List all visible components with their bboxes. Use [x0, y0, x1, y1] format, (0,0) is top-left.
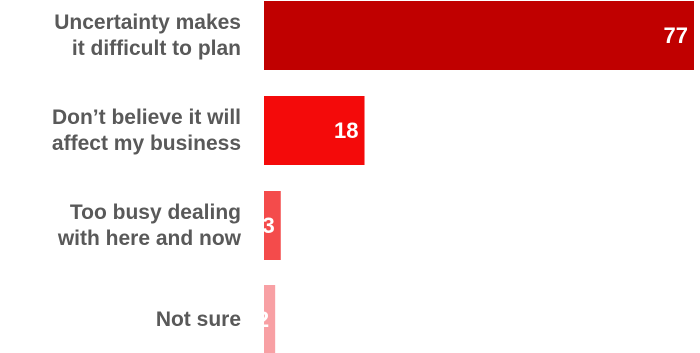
category-label-1-line-0: Don’t believe it will	[52, 106, 241, 129]
bar-0	[264, 1, 694, 70]
category-label-1-line-1: affect my business	[52, 132, 241, 155]
category-label-0-line-1: it difficult to plan	[72, 37, 241, 60]
value-label-0: 77	[664, 23, 688, 48]
value-label-3: 2	[257, 307, 269, 332]
category-label-1: Don’t believe it will affect my business	[52, 106, 241, 155]
category-label-3-line-0: Not sure	[156, 308, 241, 331]
category-label-2-line-1: with here and now	[57, 227, 242, 250]
category-label-3: Not sure	[156, 308, 241, 331]
value-label-1: 18	[334, 118, 358, 143]
value-label-2: 3	[263, 213, 275, 238]
category-label-2: Too busy dealing with here and now	[57, 201, 242, 250]
category-labels-group: Uncertainty makes it difficult to plan Don…	[52, 11, 242, 331]
bars-group	[264, 1, 694, 353]
category-label-0: Uncertainty makes it difficult to plan	[54, 11, 241, 60]
category-label-2-line-0: Too busy dealing	[70, 201, 241, 224]
bar-1	[264, 96, 365, 165]
bar-3	[264, 285, 276, 353]
bar-2	[264, 191, 281, 260]
value-labels-group: 77 18 3 2	[257, 23, 688, 332]
category-label-0-line-0: Uncertainty makes	[54, 11, 241, 34]
